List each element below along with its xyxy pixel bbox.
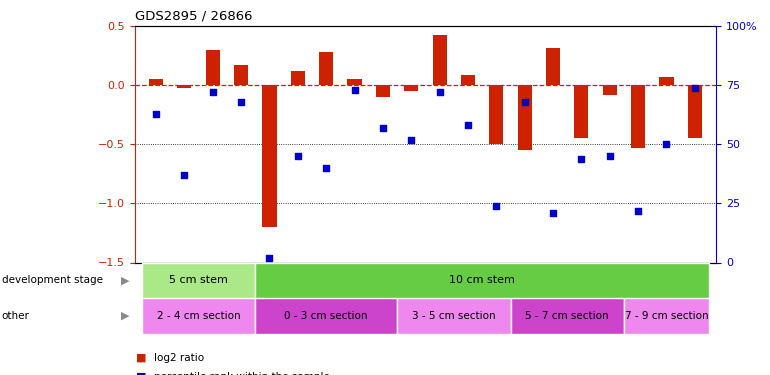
Bar [461,75,475,85]
Text: 3 - 5 cm section: 3 - 5 cm section [412,311,496,321]
Bar [206,50,219,85]
Bar [624,298,709,334]
Point [377,125,389,131]
Text: ▶: ▶ [121,311,129,321]
Text: 7 - 9 cm section: 7 - 9 cm section [624,311,708,321]
Bar [546,48,560,85]
Text: percentile rank within the sample: percentile rank within the sample [154,372,330,375]
Point [547,210,559,216]
Text: 0 - 3 cm section: 0 - 3 cm section [284,311,368,321]
Text: other: other [2,311,29,321]
Bar [256,262,709,298]
Point [292,153,304,159]
Point [518,99,531,105]
Bar [603,85,617,95]
Point [206,89,219,95]
Point [688,85,701,91]
Bar [688,85,702,138]
Point [434,89,446,95]
Point [632,207,644,213]
Bar [149,80,163,85]
Bar [433,34,447,85]
Point [348,87,360,93]
Point [263,255,276,261]
Text: ▶: ▶ [121,275,129,285]
Bar [142,262,256,298]
Point [604,153,616,159]
Bar [347,80,362,85]
Text: development stage: development stage [2,275,102,285]
Point [320,165,333,171]
Bar [511,298,624,334]
Point [178,172,190,178]
Text: log2 ratio: log2 ratio [154,353,204,363]
Bar [234,65,248,85]
Text: 10 cm stem: 10 cm stem [449,275,515,285]
Text: 2 - 4 cm section: 2 - 4 cm section [157,311,240,321]
Point [150,111,162,117]
Bar [397,298,511,334]
Bar [489,85,504,144]
Text: GDS2895 / 26866: GDS2895 / 26866 [135,9,253,22]
Bar [574,85,588,138]
Bar [177,85,192,88]
Bar [263,85,276,227]
Bar [517,85,532,150]
Point [490,203,503,209]
Text: 5 cm stem: 5 cm stem [169,275,228,285]
Bar [404,85,418,91]
Point [661,141,673,147]
Bar [659,77,674,85]
Point [575,156,588,162]
Bar [291,71,305,85]
Text: ■: ■ [136,353,147,363]
Bar [631,85,645,148]
Bar [319,52,333,85]
Bar [256,298,397,334]
Bar [142,298,256,334]
Bar [376,85,390,97]
Text: 5 - 7 cm section: 5 - 7 cm section [525,311,609,321]
Point [235,99,247,105]
Point [462,123,474,129]
Point [405,136,417,142]
Text: ■: ■ [136,372,147,375]
